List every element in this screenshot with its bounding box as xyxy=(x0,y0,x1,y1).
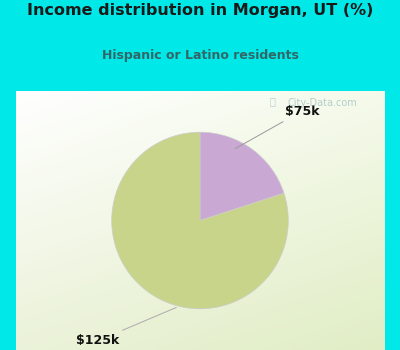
Wedge shape xyxy=(200,132,284,220)
Text: Income distribution in Morgan, UT (%): Income distribution in Morgan, UT (%) xyxy=(27,4,373,19)
Text: $125k: $125k xyxy=(76,308,176,347)
Text: $75k: $75k xyxy=(235,105,319,148)
Wedge shape xyxy=(112,132,288,309)
Text: ⓘ: ⓘ xyxy=(269,96,275,106)
Text: City-Data.com: City-Data.com xyxy=(288,98,358,108)
Text: Hispanic or Latino residents: Hispanic or Latino residents xyxy=(102,49,298,62)
